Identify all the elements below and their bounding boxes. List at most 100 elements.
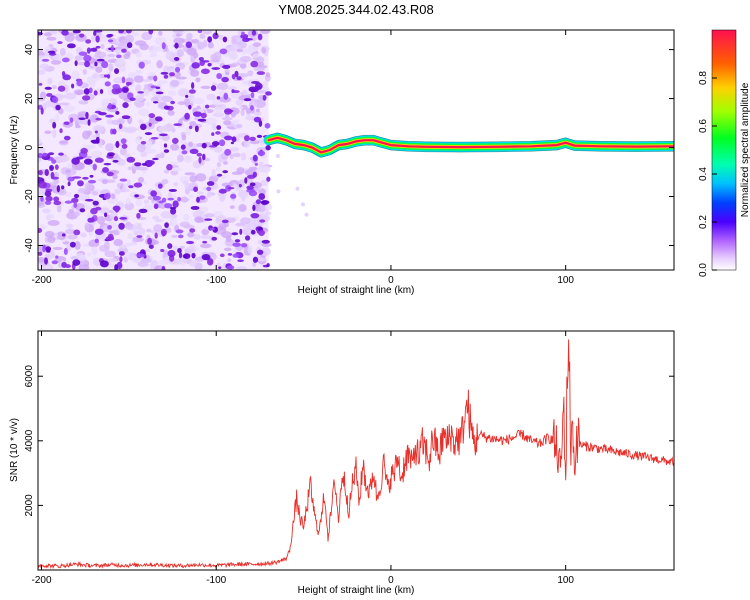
heatmap-cell: [210, 85, 217, 91]
heatmap-cell: [147, 196, 152, 200]
heatmap-cell: [222, 64, 231, 69]
heatmap-cell: [39, 91, 47, 100]
heatmap-cell: [190, 182, 198, 186]
heatmap-cell: [231, 119, 240, 124]
heatmap-cell: [57, 85, 66, 92]
heatmap-cell: [207, 36, 213, 43]
heatmap-cell: [198, 56, 204, 62]
heatmap-cell: [41, 208, 51, 214]
heatmap-cell: [47, 50, 56, 54]
heatmap-cell: [227, 258, 232, 263]
heatmap-cell: [147, 237, 152, 245]
heatmap-cell: [258, 203, 266, 213]
heatmap-cell: [209, 227, 215, 231]
heatmap-cell: [106, 34, 112, 38]
heatmap-cell: [255, 199, 262, 205]
heatmap-cell: [148, 46, 154, 51]
heatmap-cell: [166, 163, 173, 171]
heatmap-cell: [193, 233, 201, 240]
heatmap-cell: [139, 43, 149, 51]
heatmap-cell: [304, 212, 309, 217]
heatmap-cell: [186, 47, 197, 56]
heatmap-cell: [257, 150, 266, 156]
heatmap-cell: [84, 182, 93, 192]
heatmap-x-ticks: -200 -100 0 100: [31, 30, 574, 286]
heatmap-cell: [45, 195, 53, 202]
heatmap-cell: [138, 119, 144, 125]
heatmap-cell: [38, 98, 45, 102]
heatmap-cell: [105, 114, 115, 118]
snr-frame: [37, 330, 675, 571]
heatmap-cell: [157, 80, 169, 84]
heatmap-cell: [113, 68, 120, 75]
snr-y-ticks: 2000 4000 6000: [24, 365, 674, 517]
heatmap-cell: [207, 62, 212, 67]
heatmap-cell: [106, 74, 111, 79]
heatmap-cell: [197, 118, 207, 122]
heatmap-cell: [135, 51, 142, 58]
heatmap-cell: [94, 130, 98, 134]
heatmap-cell: [170, 143, 180, 151]
heatmap-cell: [260, 200, 270, 205]
heatmap-cell: [67, 234, 78, 240]
heatmap-cell: [141, 257, 152, 264]
heatmap-cell: [103, 192, 111, 200]
heatmap-cell: [38, 83, 43, 86]
heatmap-cell: [245, 38, 253, 41]
heatmap-cell: [40, 195, 44, 202]
heatmap-cell: [94, 61, 98, 67]
heatmap-cell: [44, 190, 52, 197]
heatmap-cell: [222, 36, 228, 43]
heatmap-cell: [48, 152, 55, 156]
heatmap-cell: [99, 207, 111, 215]
y-tick-label: 40: [24, 44, 35, 56]
heatmap-cell: [125, 51, 131, 57]
heatmap-cell: [101, 60, 109, 69]
heatmap-cell: [206, 181, 215, 186]
snr-x-axis-label: Height of straight line (km): [298, 585, 415, 596]
heatmap-cell: [239, 228, 243, 235]
heatmap-cell: [219, 253, 225, 258]
heatmap-cell: [114, 206, 120, 213]
heatmap-cell: [265, 72, 271, 78]
heatmap-cell: [79, 208, 86, 213]
heatmap-cell: [77, 180, 84, 187]
heatmap-cell: [266, 176, 271, 182]
heatmap-cell: [138, 176, 145, 184]
heatmap-cell: [148, 244, 154, 249]
heatmap-cell: [95, 66, 103, 73]
heatmap-cell: [101, 179, 108, 185]
heatmap-cell: [71, 197, 79, 203]
heatmap-cell: [163, 149, 170, 153]
heatmap-cell: [189, 148, 199, 154]
heatmap-cell: [133, 182, 143, 188]
heatmap-cell: [189, 228, 196, 233]
heatmap-cell: [192, 210, 205, 219]
heatmap-cell: [63, 121, 70, 125]
heatmap-cell: [161, 265, 166, 270]
heatmap-cell: [114, 264, 119, 270]
heatmap-cell: [61, 233, 66, 237]
y-tick-label: -40: [24, 238, 35, 253]
heatmap-cell: [170, 207, 177, 215]
heatmap-cell: [261, 239, 270, 244]
heatmap-cell: [125, 252, 136, 261]
heatmap-cell: [211, 123, 218, 130]
heatmap-cell: [90, 139, 98, 143]
heatmap-cell: [165, 227, 172, 234]
heatmap-cell: [196, 196, 200, 203]
heatmap-cell: [173, 123, 182, 126]
heatmap-cell: [52, 129, 57, 139]
heatmap-cell: [172, 30, 184, 33]
heatmap-cell: [135, 85, 140, 91]
heatmap-cell: [161, 230, 166, 237]
heatmap-cell: [59, 102, 70, 106]
heatmap-cell: [125, 81, 132, 86]
heatmap-cell: [250, 229, 256, 235]
heatmap-cell: [136, 212, 141, 219]
heatmap-cell: [51, 96, 59, 104]
heatmap-cell: [78, 100, 89, 105]
heatmap-cell: [52, 246, 63, 251]
heatmap-cell: [252, 154, 258, 162]
heatmap-cell: [238, 183, 242, 188]
